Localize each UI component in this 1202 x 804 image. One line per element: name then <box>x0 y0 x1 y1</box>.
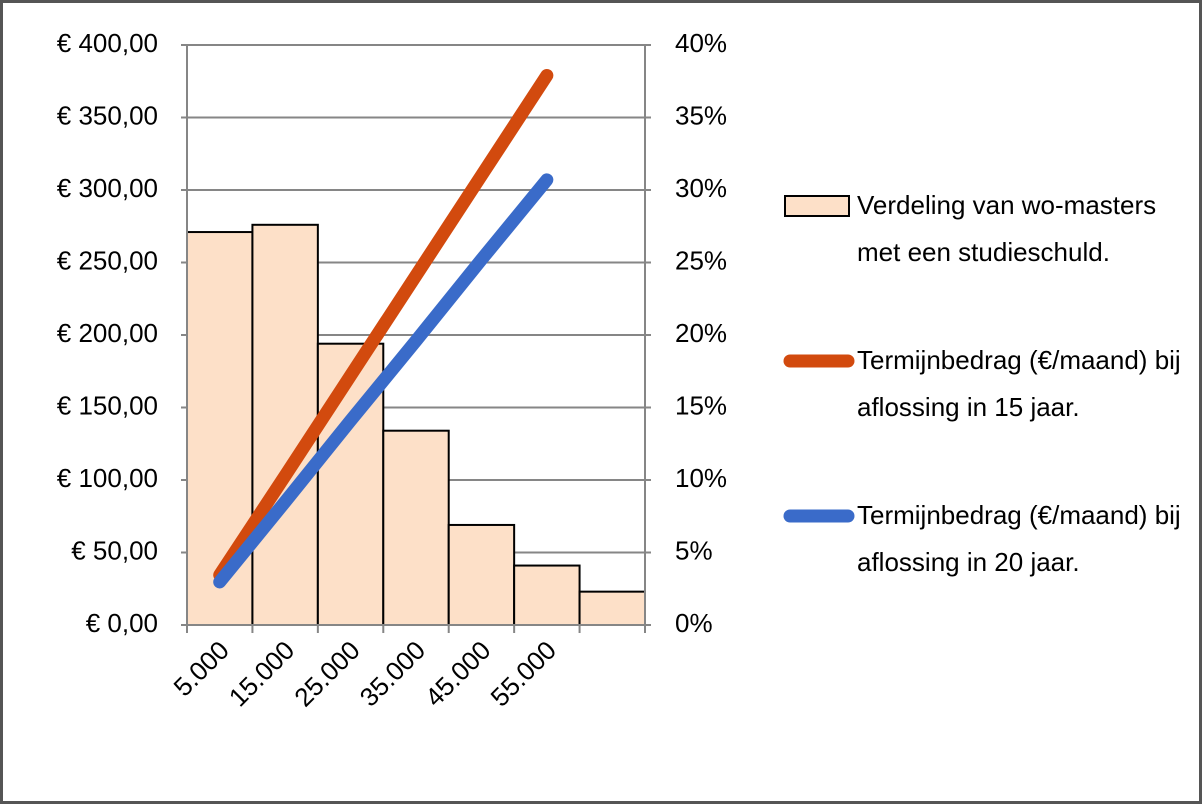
y-tick-label: € 300,00 <box>57 173 158 203</box>
y-tick-label: € 200,00 <box>57 318 158 348</box>
y-tick-label: € 400,00 <box>57 28 158 58</box>
bar <box>578 590 646 627</box>
y2-tick-label: 35% <box>675 100 727 130</box>
y-tick-label: € 150,00 <box>57 390 158 420</box>
y-tick-label: € 0,00 <box>86 608 158 638</box>
line-series <box>213 173 554 589</box>
bar <box>447 523 516 627</box>
line-series <box>213 68 554 582</box>
y-tick-label: € 100,00 <box>57 463 158 493</box>
y2-tick-label: 25% <box>675 245 727 275</box>
y-tick-label: € 50,00 <box>71 535 158 565</box>
legend-entry: Termijnbedrag (€/maand) bij aflossing in… <box>857 500 1181 577</box>
y2-tick-label: 20% <box>675 318 727 348</box>
y-tick-label: € 250,00 <box>57 245 158 275</box>
bar <box>251 223 319 627</box>
legend-entry: Verdeling van wo-masters met een studies… <box>857 190 1157 267</box>
y2-tick-label: 10% <box>675 463 727 493</box>
y2-tick-label: 5% <box>675 535 713 565</box>
y2-tick-label: 0% <box>675 608 713 638</box>
legend-swatch <box>784 195 850 217</box>
y2-tick-label: 30% <box>675 173 727 203</box>
legend-entry: Termijnbedrag (€/maand) bij aflossing in… <box>857 345 1181 422</box>
bar <box>382 429 450 627</box>
y-tick-label: € 350,00 <box>57 100 158 130</box>
bar <box>513 564 581 626</box>
y2-tick-label: 40% <box>675 28 727 58</box>
y2-tick-label: 15% <box>675 390 727 420</box>
